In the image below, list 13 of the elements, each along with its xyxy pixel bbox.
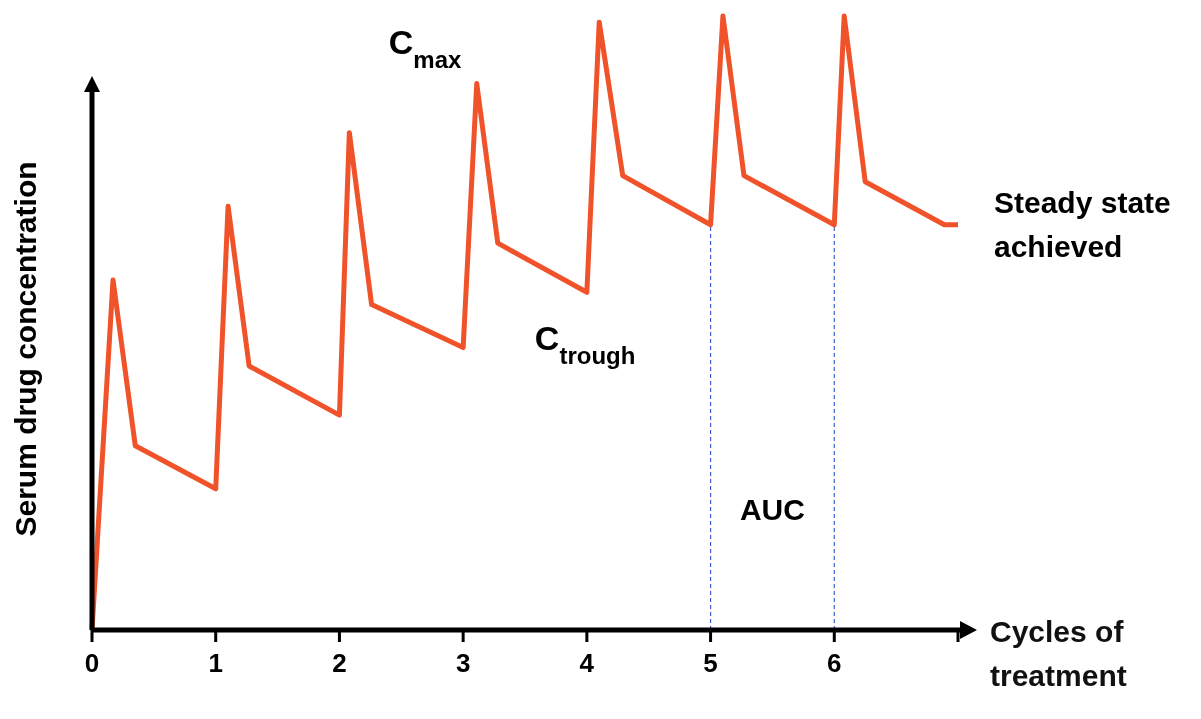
x-tick-label: 3 <box>455 648 471 678</box>
x-tick-label: 1 <box>208 648 223 678</box>
x-tick-label: 2 <box>332 648 347 678</box>
annotation: C$_{max}$ <box>388 22 462 73</box>
annotation: AUC <box>739 493 805 526</box>
x-tick-label: 5 <box>703 648 718 678</box>
x-tick-label: 4 <box>579 648 595 678</box>
annotation: C$_{trough}$ <box>534 319 636 369</box>
x-axis-title: Cycles of treatment <box>990 615 1127 692</box>
y-axis-title: Serum drug concentration <box>9 161 42 537</box>
x-tick-label: 6 <box>827 648 842 678</box>
x-tick-label: 0 <box>84 648 100 678</box>
annotation: Steady state achieved <box>994 185 1171 263</box>
